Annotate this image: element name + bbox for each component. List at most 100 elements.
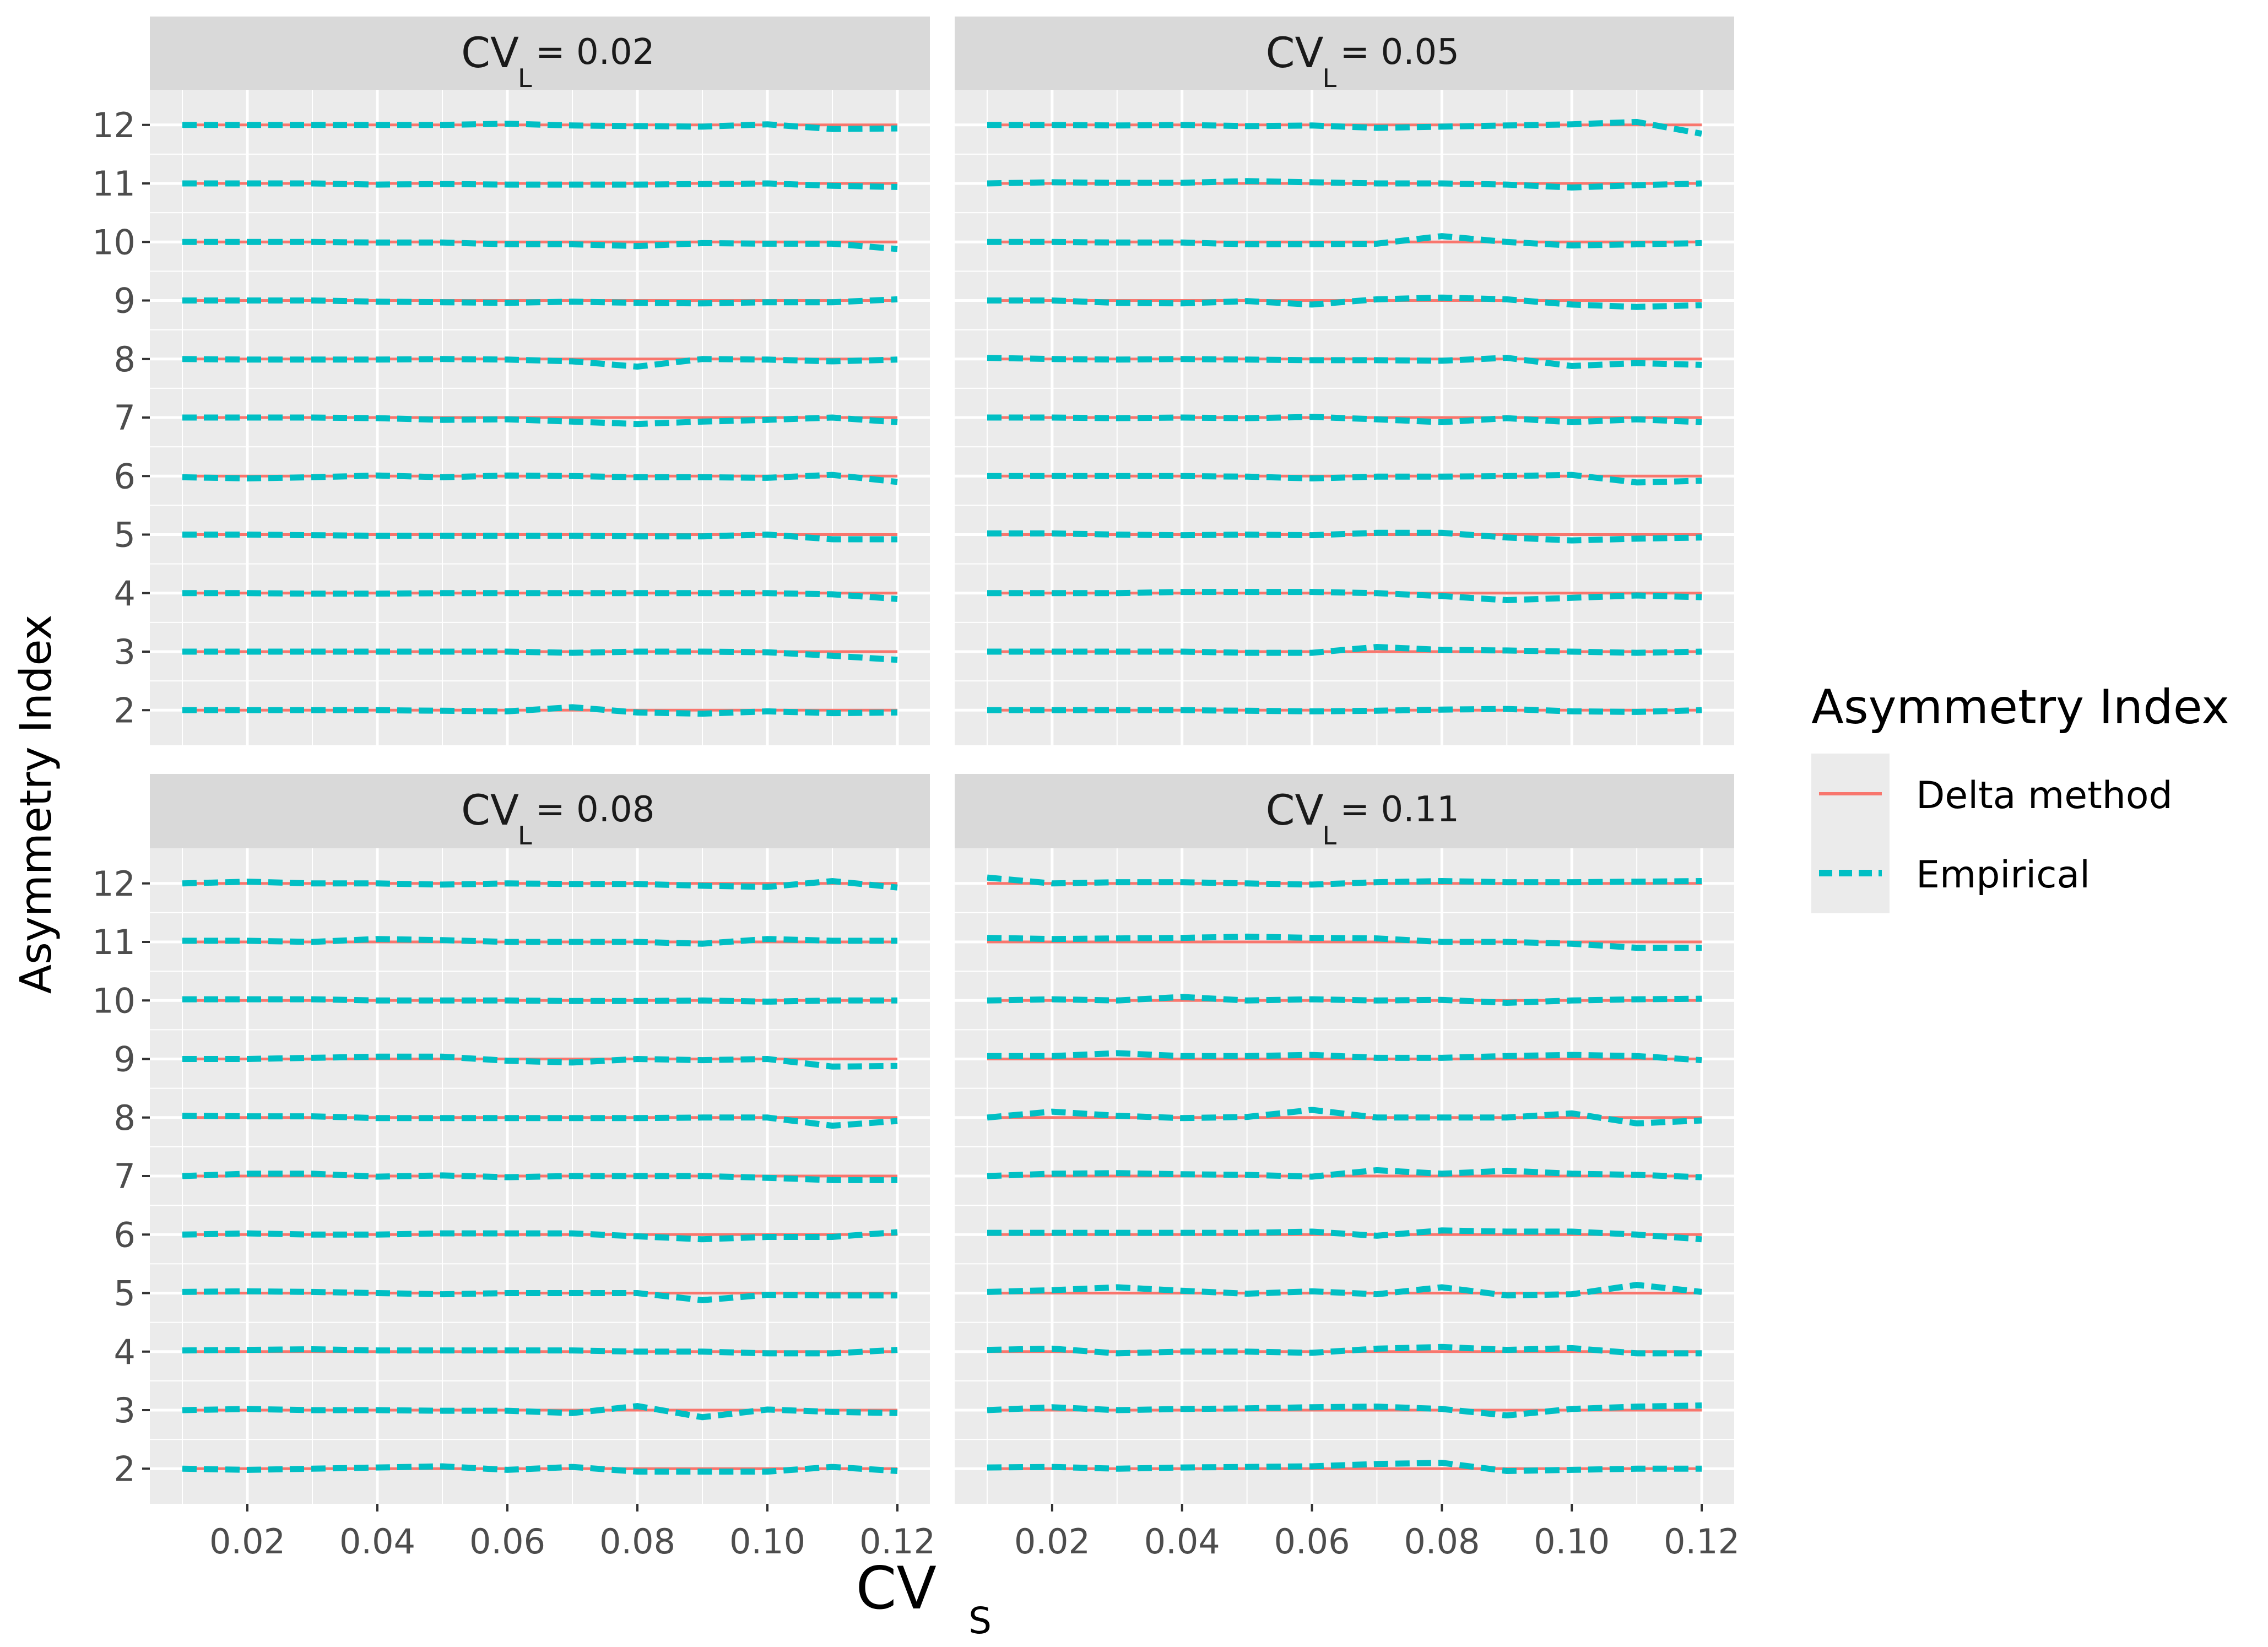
- facet-panel-2: CVL= 0.05: [955, 17, 1734, 745]
- empirical-line-10: [987, 994, 1702, 1006]
- empirical-line-2: [987, 706, 1702, 715]
- x-tick-label: 0.06: [1274, 1521, 1350, 1562]
- x-tick-label: 0.02: [1014, 1521, 1090, 1562]
- y-axis-title: Asymmetry Index: [12, 615, 61, 994]
- y-tick-label: 11: [92, 922, 136, 962]
- legend: Asymmetry Index Delta method Empirical: [1811, 680, 2229, 913]
- x-tick-label: 0.10: [1534, 1521, 1610, 1562]
- y-tick-label: 6: [114, 456, 136, 496]
- y-tick-label: 5: [114, 1274, 136, 1314]
- empirical-line-5: [987, 529, 1702, 544]
- empirical-line-11: [987, 178, 1702, 191]
- empirical-line-2: [182, 1463, 898, 1475]
- empirical-line-9: [182, 1053, 898, 1070]
- y-tick-label: 3: [114, 632, 136, 672]
- legend-title: Asymmetry Index: [1811, 680, 2229, 735]
- strip-label-subscript: L: [1323, 821, 1337, 850]
- strip-label-prefix: CV: [1265, 28, 1323, 77]
- x-axis-title-subscript: S: [968, 1600, 992, 1642]
- empirical-line-12: [182, 877, 898, 891]
- empirical-line-7: [182, 414, 898, 427]
- x-tick-label: 0.06: [469, 1521, 545, 1562]
- empirical-line-8: [182, 356, 898, 370]
- facet-panel-1: CVL= 0.02 2 3 4 5 6 7 8 9 10 11 12: [92, 17, 930, 745]
- x-tick-label: 0.10: [729, 1521, 805, 1562]
- facet-strip: [955, 17, 1734, 90]
- empirical-line-3: [182, 1403, 898, 1421]
- y-tick-label: 10: [92, 980, 136, 1021]
- y-tick-label: 6: [114, 1215, 136, 1255]
- empirical-line-10: [182, 239, 898, 252]
- y-tick-label: 4: [114, 1332, 136, 1372]
- x-axis-title-main: CV: [856, 1554, 937, 1622]
- strip-label-value: = 0.02: [535, 32, 654, 73]
- facet-panel-3: CVL= 0.08 2 3 4 5 6 7 8 9 10 11 12 0.02 0.04 0.06 0.08 0…: [92, 774, 935, 1562]
- x-tick-label: 0.08: [599, 1521, 675, 1562]
- empirical-line-8: [987, 1107, 1702, 1126]
- strip-label-value: = 0.05: [1340, 32, 1459, 73]
- empirical-line-3: [182, 648, 898, 663]
- x-axis-title: CV S: [856, 1554, 992, 1642]
- empirical-line-3: [987, 1402, 1702, 1419]
- strip-label-prefix: CV: [1265, 785, 1323, 835]
- y-tick-label: 8: [114, 1098, 136, 1138]
- empirical-line-2: [182, 704, 898, 717]
- empirical-line-9: [987, 1050, 1702, 1064]
- empirical-line-3: [987, 643, 1702, 656]
- y-tick-label: 12: [92, 864, 136, 904]
- empirical-line-6: [987, 472, 1702, 486]
- strip-label-subscript: L: [518, 821, 532, 850]
- empirical-line-4: [987, 1343, 1702, 1357]
- y-tick-label: 2: [114, 1449, 136, 1489]
- empirical-line-7: [182, 1171, 897, 1183]
- empirical-line-10: [182, 996, 897, 1005]
- x-tick-label: 0.04: [339, 1521, 415, 1562]
- empirical-line-5: [987, 1282, 1702, 1299]
- empirical-line-6: [987, 1227, 1702, 1243]
- facet-strip: [150, 774, 930, 848]
- empirical-line-7: [987, 1167, 1702, 1180]
- facet-strip: [150, 17, 930, 90]
- empirical-line-4: [987, 589, 1702, 604]
- empirical-line-4: [182, 1346, 898, 1357]
- y-tick-label: 11: [92, 164, 136, 204]
- x-tick-label: 0.08: [1404, 1521, 1480, 1562]
- x-tick-label: 0.04: [1144, 1521, 1220, 1562]
- facet-strip: [955, 774, 1734, 848]
- y-tick-label: 2: [114, 690, 136, 730]
- empirical-line-6: [182, 472, 898, 485]
- empirical-line-6: [182, 1229, 898, 1243]
- empirical-line-5: [182, 531, 897, 543]
- y-tick-label: 3: [114, 1390, 136, 1431]
- y-tick-label: 9: [114, 1039, 136, 1080]
- empirical-line-12: [182, 121, 898, 132]
- empirical-line-8: [987, 355, 1702, 370]
- empirical-line-11: [182, 180, 898, 190]
- legend-key-background: [1811, 754, 1890, 913]
- empirical-line-2: [987, 1460, 1702, 1475]
- legend-label-empirical: Empirical: [1916, 853, 2090, 897]
- y-tick-label: 8: [114, 339, 136, 380]
- y-tick-label: 12: [92, 105, 136, 145]
- empirical-line-9: [182, 296, 898, 307]
- empirical-line-11: [182, 936, 897, 947]
- strip-label-prefix: CV: [461, 28, 519, 77]
- empirical-line-5: [182, 1288, 897, 1303]
- y-tick-label: 7: [114, 1156, 136, 1196]
- y-tick-label: 7: [114, 398, 136, 438]
- empirical-line-10: [987, 233, 1702, 249]
- empirical-line-12: [987, 118, 1702, 137]
- y-tick-label: 9: [114, 281, 136, 321]
- y-tick-label: 5: [114, 515, 136, 555]
- empirical-line-11: [987, 933, 1702, 951]
- empirical-line-8: [182, 1113, 898, 1129]
- x-tick-label: 0.02: [209, 1521, 285, 1562]
- strip-label-prefix: CV: [461, 785, 519, 835]
- empirical-line-12: [987, 874, 1702, 888]
- empirical-line-4: [182, 590, 898, 602]
- strip-label-subscript: L: [1323, 63, 1337, 93]
- empirical-line-7: [987, 414, 1702, 426]
- legend-label-delta-method: Delta method: [1916, 774, 2173, 817]
- y-tick-label: 4: [114, 573, 136, 614]
